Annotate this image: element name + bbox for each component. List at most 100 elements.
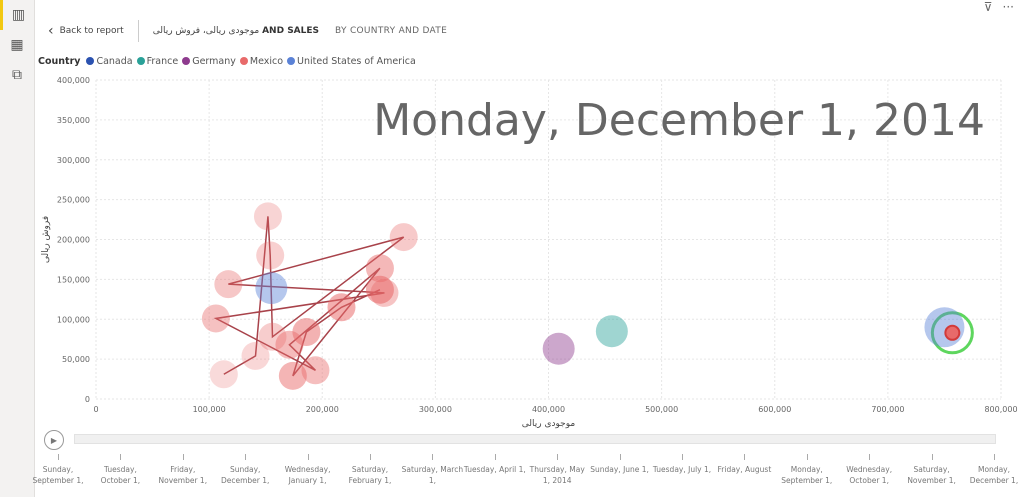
legend-item[interactable]: Germany [182, 56, 236, 67]
visual-title: موجودی ریالی، فروش ریالی AND SALES [152, 26, 320, 36]
x-tick-label: 200,000 [306, 405, 339, 414]
bubble-mexico [241, 341, 270, 370]
y-tick-label: 100,000 [57, 315, 90, 324]
scatter-chart[interactable]: 0 100,000 200,000 300,000 400,000 500,000 600,… [0, 0, 1024, 430]
timeline-tick [806, 454, 808, 460]
play-axis-date-label: Monday, December 1, 2014 [373, 95, 985, 146]
timeline-tick-label: Saturday, March 1, [401, 465, 464, 485]
table-icon[interactable]: ▦ [10, 37, 24, 53]
timeline-tick-label: Friday, November 1, [158, 465, 208, 485]
bubble-mexico [292, 318, 321, 347]
legend-dot [182, 57, 191, 65]
y-axis-title: فروش ریالی [41, 216, 51, 263]
back-to-report-button[interactable]: ‹ Back to report [48, 20, 139, 42]
x-tick-label: 600,000 [758, 405, 791, 414]
selection-ring [930, 311, 974, 355]
header: ‹ Back to report موجودی ریالی، فروش ریالی… [48, 20, 447, 42]
y-tick-label: 200,000 [57, 236, 90, 245]
timeline-tick-label: Tuesday, October 1, [100, 465, 141, 485]
bubble-mexico [209, 360, 238, 389]
filter-icon[interactable]: ⊽ [983, 0, 993, 14]
y-tick-label: 150,000 [57, 275, 90, 284]
timeline-slider[interactable] [74, 434, 996, 444]
bubble-mexico [365, 275, 394, 304]
timeline-tick-label: Monday, December 1, [969, 465, 1019, 485]
timeline-tick [245, 454, 247, 460]
timeline-tick-label: Friday, August [717, 465, 772, 474]
legend-item[interactable]: United States of America [287, 56, 416, 67]
y-tick-label: 350,000 [57, 116, 90, 125]
timeline-tick-label: Tuesday, July 1, [652, 465, 712, 474]
timeline-tick [619, 454, 621, 460]
more-icon[interactable]: ··· [1002, 0, 1014, 14]
timeline-tick [682, 454, 683, 460]
timeline-tick-label: Saturday, November 1, [907, 465, 956, 485]
timeline-tick [931, 454, 933, 460]
timeline-tick-label: Wednesday, January 1, [284, 465, 331, 485]
bubble-mexico [278, 361, 307, 390]
bubble-united-states-of-america [924, 307, 965, 348]
legend-item[interactable]: Mexico [239, 56, 283, 67]
legend-dot [86, 57, 95, 65]
bubble-mexico [389, 223, 418, 252]
timeline-tick [869, 454, 871, 460]
timeline-tick [182, 454, 184, 460]
timeline-tick [120, 454, 122, 460]
bubble-mexico-current [944, 324, 961, 341]
y-tick-label: 400,000 [57, 76, 90, 85]
timeline-tick [744, 454, 746, 460]
bubble-france [595, 315, 628, 348]
timeline-tick [994, 454, 995, 460]
timeline-tick-label: Wednesday, October 1, [846, 465, 893, 485]
bubble-mexico [258, 322, 287, 351]
x-tick-label: 800,000 [984, 405, 1017, 414]
x-tick-label: 0 [93, 405, 98, 414]
legend: Country Canada France Germany Mexico United … [38, 56, 416, 67]
bubble-mexico [214, 270, 243, 299]
x-tick-label: 400,000 [532, 405, 565, 414]
play-button[interactable]: ▶ [44, 430, 64, 450]
y-tick-label: 300,000 [57, 156, 90, 165]
timeline-tick-label: Thursday, May 1, 2014 [529, 465, 585, 485]
legend-dot [136, 57, 145, 65]
x-tick-label: 300,000 [419, 405, 452, 414]
x-axis-title: موجودی ریالی [522, 419, 576, 429]
visual-subtitle: BY COUNTRY AND DATE [335, 26, 448, 36]
timeline-tick-label: Sunday, December 1, [220, 465, 270, 485]
timeline-tick [307, 454, 309, 460]
timeline-tick-label: Sunday, September 1, [32, 465, 84, 485]
timeline-tick-label: Monday, September 1, [781, 465, 833, 485]
bubble-mexico [365, 254, 394, 283]
chevron-left-icon: ‹ [48, 23, 54, 39]
y-tick-label: 0 [85, 395, 90, 404]
bubble-mexico [201, 304, 230, 333]
timeline-tick [370, 454, 371, 460]
model-icon[interactable]: ⧉ [12, 67, 22, 83]
x-tick-label: 700,000 [871, 405, 904, 414]
timeline-tick [557, 454, 559, 460]
bubble-mexico [253, 202, 282, 231]
timeline-tick-label: Tuesday, April 1, [463, 465, 526, 474]
trail-line [213, 216, 405, 377]
bubble-mexico [256, 241, 285, 270]
play-icon: ▶ [50, 435, 58, 445]
play-axis: ▶ Sunday, September 1, Tuesday, October 1… [33, 430, 1018, 497]
x-tick-label: 100,000 [193, 405, 226, 414]
timeline-tick [494, 454, 496, 460]
legend-item[interactable]: France [136, 56, 178, 67]
y-tick-label: 250,000 [57, 196, 90, 205]
timeline-tick [432, 454, 434, 460]
bubble-united-states-of-america [255, 272, 288, 305]
legend-item[interactable]: Canada [86, 56, 133, 67]
legend-dot [239, 57, 248, 65]
bubble-germany [542, 332, 575, 365]
timeline-tick [58, 454, 59, 460]
timeline-tick-label: Sunday, June 1, [590, 465, 649, 474]
bubble-mexico [301, 356, 330, 385]
bubble-mexico [327, 293, 356, 322]
timeline-tick-label: Saturday, February 1, [348, 465, 392, 485]
legend-dot [287, 57, 296, 65]
x-tick-label: 500,000 [645, 405, 678, 414]
y-tick-label: 50,000 [62, 355, 90, 364]
report-icon[interactable]: ▥ [0, 0, 34, 30]
